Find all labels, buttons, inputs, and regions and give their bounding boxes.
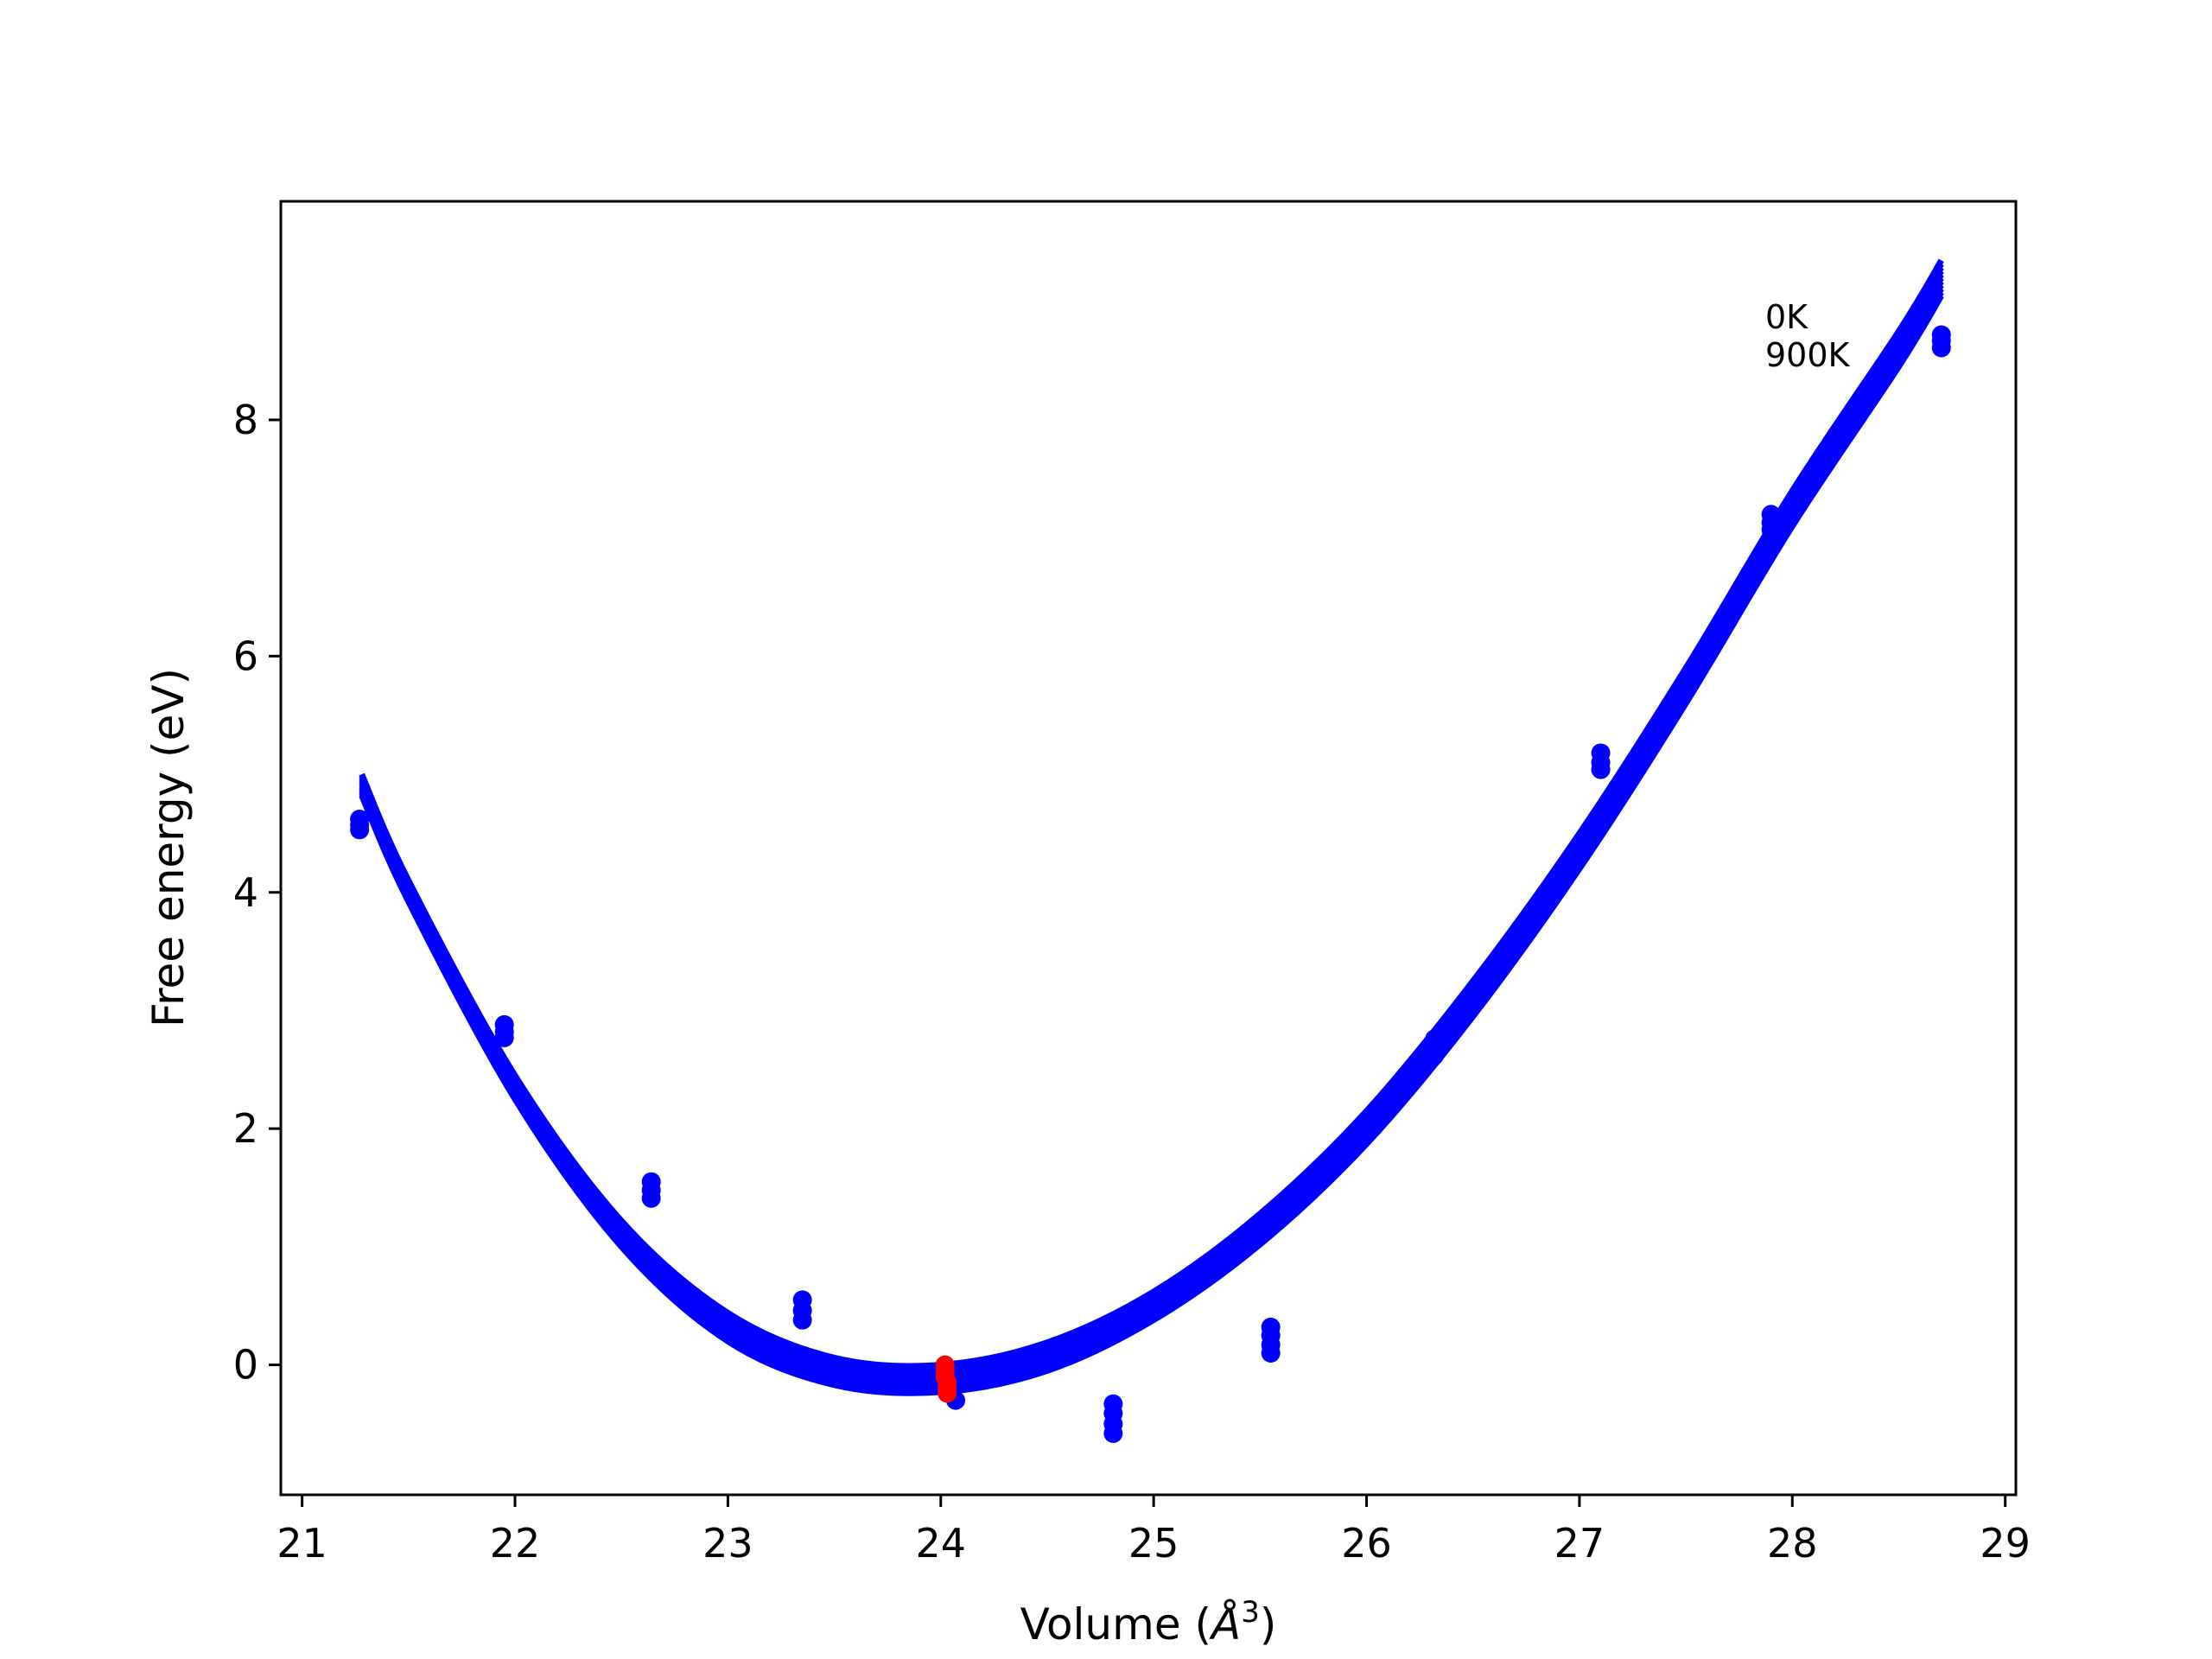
y-tick-label: 8 (233, 397, 258, 443)
y-axis-ticks: 0 2 4 6 8 (233, 397, 281, 1389)
fit-curves (359, 258, 1944, 1396)
x-tick-label: 27 (1554, 1520, 1605, 1567)
data-point (350, 820, 370, 840)
data-point (494, 1027, 514, 1047)
data-point (1103, 1423, 1123, 1443)
x-axis-ticks: 21 22 23 24 25 26 27 28 29 (276, 1495, 2031, 1567)
minimum-points (935, 1355, 957, 1403)
minimum-point (938, 1383, 957, 1403)
x-tick-label: 26 (1341, 1520, 1392, 1567)
x-axis-label: Volume (Å3) (1020, 1595, 1277, 1649)
x-tick-label: 21 (276, 1520, 327, 1567)
annotation-900k: 900K (1765, 336, 1851, 374)
x-tick-label: 25 (1128, 1520, 1179, 1567)
x-tick-label: 23 (702, 1520, 753, 1567)
x-tick-label: 28 (1767, 1520, 1818, 1567)
x-tick-label: 24 (916, 1520, 967, 1567)
y-axis-label: Free energy (eV) (143, 668, 194, 1027)
y-tick-label: 2 (233, 1105, 258, 1152)
data-point (641, 1188, 661, 1208)
data-point (1425, 1046, 1445, 1065)
axes-frame (279, 200, 2018, 1497)
data-point (1261, 1343, 1281, 1363)
y-tick-label: 4 (233, 869, 258, 916)
y-tick-label: 0 (233, 1342, 258, 1389)
data-point (1591, 760, 1611, 779)
data-point (792, 1310, 812, 1330)
x-tick-label: 22 (490, 1520, 541, 1567)
y-tick-label: 6 (233, 632, 258, 679)
annotation-0k: 0K (1765, 298, 1808, 336)
data-points (350, 325, 1951, 1443)
x-tick-label: 29 (1980, 1520, 2031, 1567)
data-point (1931, 338, 1951, 358)
fit-curve-line (359, 294, 1944, 1396)
data-point (1761, 520, 1781, 540)
